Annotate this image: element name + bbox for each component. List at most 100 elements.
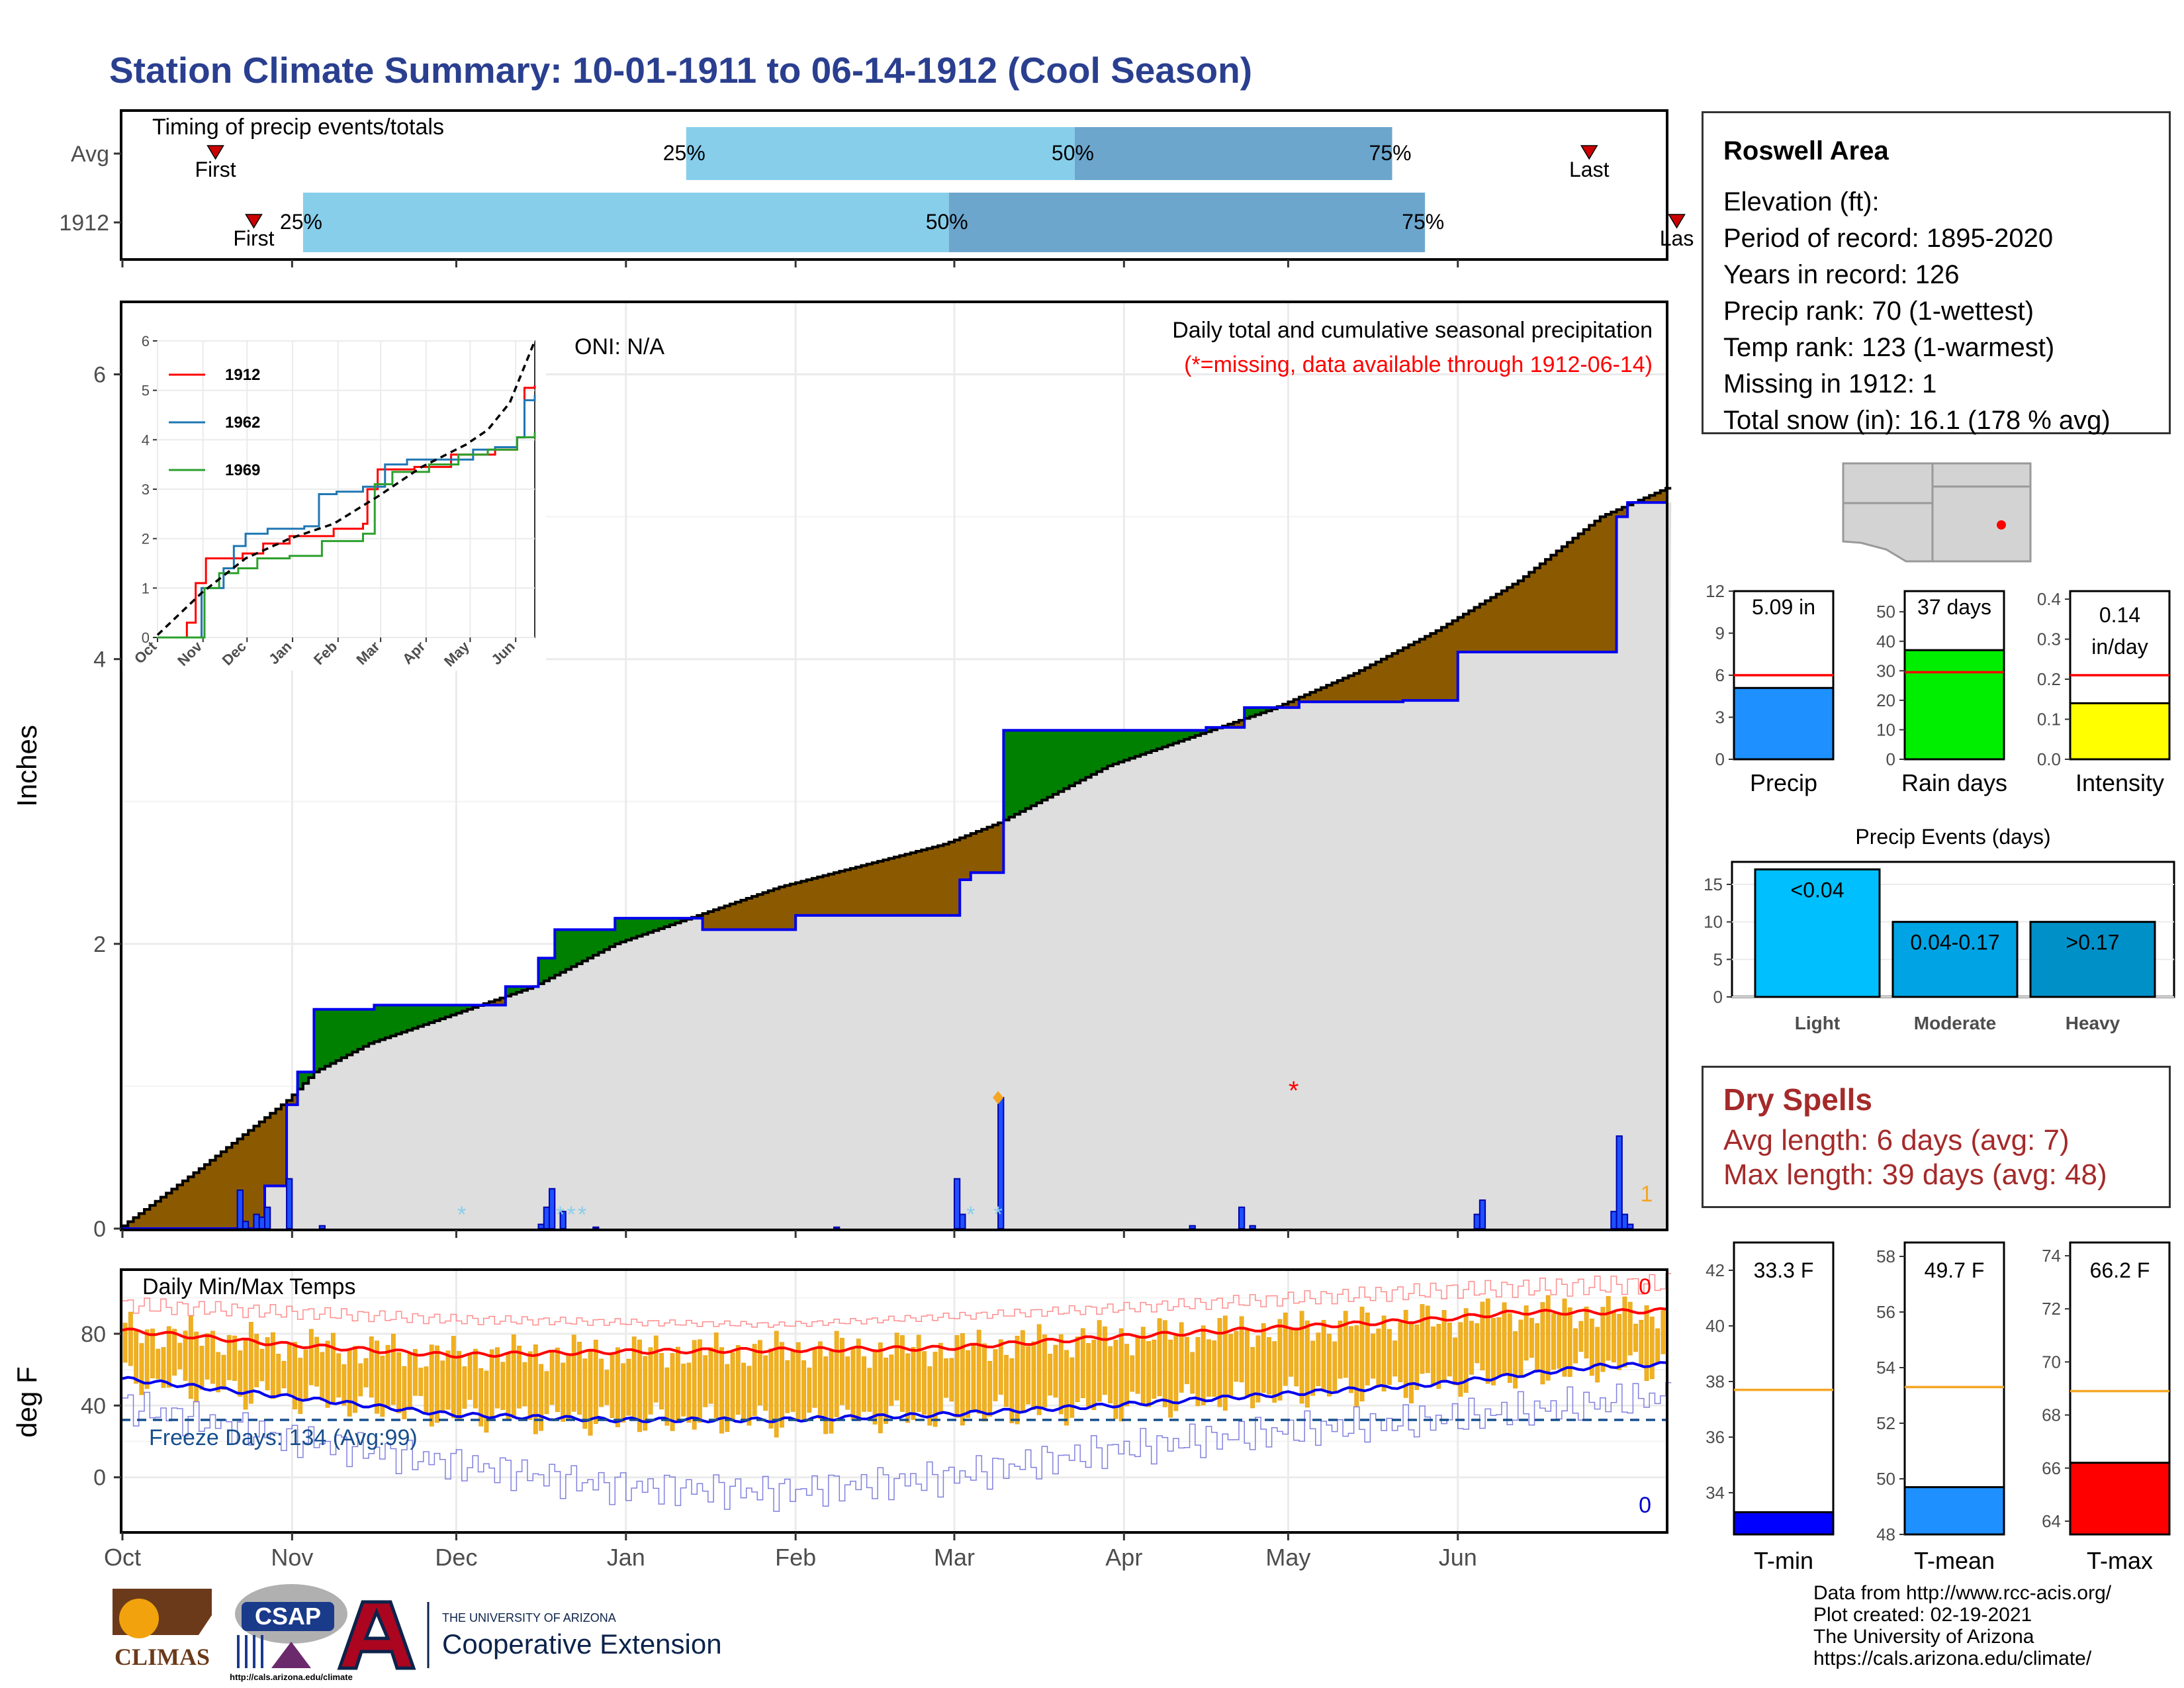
deficit-area bbox=[1457, 617, 1464, 652]
surplus-area bbox=[1179, 730, 1185, 741]
tbar-label: T-max bbox=[2087, 1547, 2153, 1574]
deficit-area bbox=[1233, 722, 1240, 727]
daily-temp-bar bbox=[128, 1311, 133, 1366]
surplus-area bbox=[609, 929, 615, 947]
daily-temp-bar bbox=[982, 1343, 987, 1422]
tbar-ytick-label: 66 bbox=[2042, 1458, 2061, 1478]
daily-temp-bar bbox=[238, 1350, 243, 1397]
deficit-area bbox=[144, 1209, 150, 1229]
daily-temp-bar bbox=[194, 1331, 199, 1403]
snow-marker: * bbox=[966, 1202, 975, 1227]
timing-p25-label: 25% bbox=[280, 210, 322, 234]
surplus-area bbox=[1266, 707, 1273, 711]
precip-frame bbox=[120, 301, 1668, 1231]
tbar-label: T-mean bbox=[1914, 1547, 1995, 1574]
deficit-area bbox=[1469, 610, 1475, 652]
daily-temp-bar bbox=[1222, 1315, 1228, 1411]
deficit-area bbox=[811, 878, 818, 915]
mini-ytick-label: 20 bbox=[1876, 690, 1895, 710]
deficit-area bbox=[844, 870, 851, 915]
daily-temp-bar bbox=[905, 1353, 911, 1423]
daily-temp-bar bbox=[1507, 1313, 1512, 1383]
mini-ytick-label: 10 bbox=[1876, 720, 1895, 739]
daily-temp-bar bbox=[1190, 1352, 1195, 1394]
daily-temp-bar bbox=[1496, 1317, 1502, 1377]
surplus-area bbox=[1009, 730, 1015, 818]
deficit-area bbox=[259, 1121, 265, 1229]
mini-ytick-label: 0.1 bbox=[2037, 710, 2061, 729]
surplus-area bbox=[642, 918, 649, 935]
daily-temp-bar bbox=[1371, 1333, 1375, 1379]
daily-temp-bar bbox=[1179, 1322, 1184, 1393]
daily-temp-bar bbox=[1157, 1318, 1162, 1397]
station-name: Roswell Area bbox=[1723, 136, 1889, 165]
daily-temp-bar bbox=[1009, 1358, 1015, 1423]
daily-temp-bar bbox=[719, 1347, 724, 1434]
daily-temp-bar bbox=[1173, 1335, 1179, 1411]
daily-temp-bar bbox=[467, 1354, 473, 1400]
deficit-area bbox=[894, 857, 900, 915]
surplus-area bbox=[347, 1009, 353, 1055]
deficit-area bbox=[182, 1180, 189, 1229]
chart-title: Station Climate Summary: 10-01-1911 to 0… bbox=[109, 50, 1252, 91]
deficit-area bbox=[1567, 542, 1574, 652]
deficit-area bbox=[943, 844, 950, 915]
events-bar-label: <0.04 bbox=[1791, 878, 1844, 902]
surplus-area bbox=[1261, 707, 1267, 713]
daily-temp-bar bbox=[1622, 1296, 1627, 1368]
surplus-area bbox=[1030, 730, 1037, 806]
deficit-area bbox=[1435, 630, 1442, 701]
events-category-label: Heavy bbox=[2066, 1013, 2120, 1033]
surplus-area bbox=[664, 918, 670, 927]
csap-logo: CSAP http://cals.arizona.edu/climate bbox=[230, 1584, 353, 1682]
daily-temp-bar bbox=[1463, 1308, 1469, 1393]
daily-temp-bar bbox=[1130, 1355, 1135, 1392]
surplus-area bbox=[456, 1005, 463, 1013]
inset-ytick-label: 6 bbox=[142, 333, 150, 350]
mini-ytick-label: 0.3 bbox=[2037, 630, 2061, 649]
precip-ytick-label: 0 bbox=[93, 1217, 106, 1242]
station-elevation: Elevation (ft): bbox=[1723, 187, 1880, 216]
surplus-area bbox=[1129, 730, 1136, 759]
daily-temp-bar bbox=[1135, 1336, 1140, 1394]
station-info-box: Roswell Area Elevation (ft): Period of r… bbox=[1702, 111, 2171, 435]
timing-bar-25-50 bbox=[686, 127, 1075, 180]
daily-temp-bar bbox=[659, 1352, 664, 1410]
deficit-area bbox=[1496, 594, 1502, 652]
events-bar bbox=[2029, 921, 2156, 998]
daily-precip-bar bbox=[1479, 1199, 1486, 1230]
daily-temp-bar bbox=[539, 1364, 544, 1431]
daily-temp-bar bbox=[1140, 1327, 1146, 1405]
daily-temp-bar bbox=[517, 1345, 522, 1409]
tbar-ytick-label: 70 bbox=[2042, 1352, 2061, 1372]
surplus-area bbox=[587, 929, 594, 959]
mini-ytick-label: 50 bbox=[1876, 602, 1895, 622]
normal-max-line bbox=[122, 1307, 1666, 1359]
timing-row-label: Avg bbox=[71, 142, 109, 167]
deficit-area bbox=[232, 1143, 238, 1229]
daily-temp-bar bbox=[177, 1342, 183, 1370]
missing-note: (*=missing, data available through 1912-… bbox=[1184, 352, 1653, 377]
deficit-area bbox=[976, 831, 982, 873]
daily-precip-bar bbox=[1473, 1213, 1480, 1230]
last-event-marker bbox=[1668, 214, 1686, 229]
deficit-area bbox=[138, 1213, 145, 1229]
deficit-area bbox=[954, 839, 960, 915]
surplus-area bbox=[1096, 730, 1103, 772]
surplus-area bbox=[604, 929, 610, 950]
mini-ytick-label: 0 bbox=[1886, 749, 1895, 769]
deficit-area bbox=[1578, 534, 1584, 652]
footer-credits: Data from http://www.rcc-acis.org/ Plot … bbox=[1813, 1582, 2111, 1669]
daily-temp-bar bbox=[1359, 1307, 1365, 1402]
surplus-area bbox=[555, 929, 561, 976]
surplus-area bbox=[1173, 730, 1179, 743]
daily-precip-bar bbox=[1249, 1225, 1256, 1230]
daily-temp-bar bbox=[1053, 1344, 1058, 1398]
surplus-area bbox=[1201, 730, 1206, 734]
daily-temp-bar bbox=[867, 1368, 872, 1412]
daily-precip-bar bbox=[1615, 1135, 1623, 1229]
deficit-area bbox=[861, 865, 868, 915]
snow-marker: * bbox=[994, 1202, 1003, 1227]
deficit-area bbox=[735, 902, 742, 930]
daily-temp-bar bbox=[1524, 1305, 1529, 1361]
